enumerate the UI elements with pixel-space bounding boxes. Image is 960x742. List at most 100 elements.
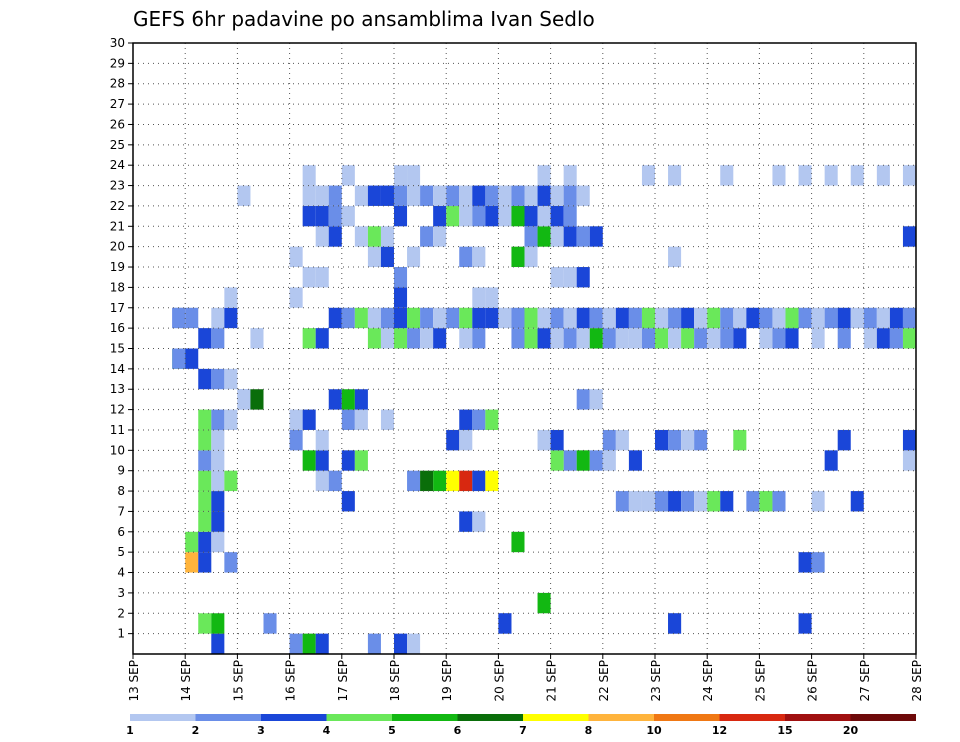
heatmap-cell — [641, 307, 655, 329]
heatmap-cell — [615, 307, 629, 329]
heatmap-cell — [420, 470, 434, 492]
heatmap-cell — [668, 307, 682, 329]
heatmap-cell — [198, 328, 212, 349]
heatmap-cell — [185, 552, 199, 573]
heatmap-cell — [198, 491, 212, 512]
y-tick-label: 1 — [117, 627, 125, 641]
heatmap-cell — [589, 389, 603, 410]
heatmap-cell — [628, 491, 642, 512]
colorbar-label: 2 — [192, 724, 200, 737]
colorbar-label: 20 — [843, 724, 859, 737]
heatmap-cell — [576, 307, 590, 329]
heatmap-cell — [563, 165, 577, 186]
heatmap-cell — [681, 429, 695, 451]
heatmap-cell — [380, 185, 394, 206]
colorbar-segment — [523, 714, 589, 721]
heatmap-cell — [459, 429, 473, 451]
heatmap-cell — [211, 368, 225, 390]
heatmap-cell — [550, 307, 564, 329]
y-tick-label: 7 — [117, 504, 125, 518]
heatmap-cell — [563, 307, 577, 329]
y-tick-label: 6 — [117, 525, 125, 539]
heatmap-cell — [902, 165, 916, 186]
colorbar-segment — [130, 714, 196, 721]
colorbar-segment — [719, 714, 785, 721]
heatmap-cell — [433, 307, 447, 329]
heatmap-cell — [459, 328, 473, 349]
y-tick-label: 30 — [110, 36, 125, 50]
heatmap-cell — [550, 205, 564, 227]
heatmap-cell — [759, 307, 773, 329]
heatmap-cell — [485, 470, 499, 492]
x-tick-label: 14 SEP — [179, 660, 193, 702]
heatmap-cell — [681, 307, 695, 329]
colorbar-segment — [457, 714, 523, 721]
x-axis: 13 SEP 14 SEP 15 SEP 16 SEP 17 SEP 18 SEP 19 S… — [127, 654, 924, 702]
heatmap-cell — [302, 185, 316, 206]
y-tick-label: 8 — [117, 484, 125, 498]
colorbar-label: 8 — [585, 724, 593, 737]
heatmap-cell — [602, 328, 616, 349]
heatmap-cell — [863, 328, 877, 349]
x-tick-label: 13 SEP — [127, 660, 141, 702]
x-tick-label: 17 SEP — [336, 660, 350, 702]
heatmap-cell — [811, 552, 825, 573]
heatmap-cell — [407, 165, 421, 186]
heatmap-cell — [263, 613, 277, 634]
heatmap-cell — [315, 429, 329, 451]
y-tick-label: 17 — [110, 301, 125, 315]
x-tick-label: 25 SEP — [753, 660, 767, 702]
heatmap-cell — [354, 409, 368, 430]
heatmap-cell — [628, 328, 642, 349]
heatmap-cell — [524, 328, 538, 349]
heatmap-cell — [524, 307, 538, 329]
x-tick-label: 21 SEP — [545, 660, 559, 702]
heatmap-cell — [485, 185, 499, 206]
heatmap-cell — [902, 328, 916, 349]
heatmap-cell — [315, 267, 329, 288]
y-tick-label: 15 — [110, 342, 125, 356]
heatmap-cell — [902, 429, 916, 451]
heatmap-cell — [211, 409, 225, 430]
heatmap-cell — [328, 307, 342, 329]
heatmap-cell — [511, 246, 525, 268]
heatmap-cell — [798, 552, 812, 573]
heatmap-cell — [681, 328, 695, 349]
heatmap-cell — [315, 328, 329, 349]
heatmap-cell — [224, 287, 238, 308]
heatmap-cell — [641, 491, 655, 512]
heatmap-cell — [407, 633, 421, 654]
colorbar-label: 6 — [454, 724, 462, 737]
heatmap-cell — [589, 328, 603, 349]
heatmap-cell — [185, 531, 199, 553]
heatmap-cell — [328, 205, 342, 227]
heatmap-cell — [380, 409, 394, 430]
heatmap-cell — [341, 491, 355, 512]
colorbar-label: 12 — [712, 724, 727, 737]
x-tick-label: 20 SEP — [492, 660, 506, 702]
y-tick-label: 20 — [110, 240, 125, 254]
y-tick-label: 5 — [117, 545, 125, 559]
heatmap-cell — [328, 470, 342, 492]
heatmap-cell — [394, 633, 408, 654]
heatmap-cell — [172, 307, 186, 329]
heatmap-cell — [433, 185, 447, 206]
heatmap-cell — [772, 165, 786, 186]
heatmap-cell — [759, 491, 773, 512]
heatmap-cell — [850, 165, 864, 186]
heatmap-cell — [720, 491, 734, 512]
y-tick-label: 27 — [110, 97, 125, 111]
y-tick-label: 24 — [110, 158, 125, 172]
y-tick-label: 29 — [110, 56, 125, 70]
heatmap-cell — [602, 429, 616, 451]
colorbar-label: 4 — [323, 724, 331, 737]
heatmap-cell — [694, 429, 708, 451]
y-tick-label: 14 — [110, 362, 125, 376]
x-tick-label: 18 SEP — [388, 660, 402, 702]
heatmap-cell — [341, 165, 355, 186]
heatmap-cell — [733, 429, 747, 451]
heatmap-cell — [550, 226, 564, 247]
x-tick-label: 28 SEP — [910, 660, 924, 702]
x-tick-label: 26 SEP — [806, 660, 820, 702]
heatmap-cell — [367, 328, 381, 349]
